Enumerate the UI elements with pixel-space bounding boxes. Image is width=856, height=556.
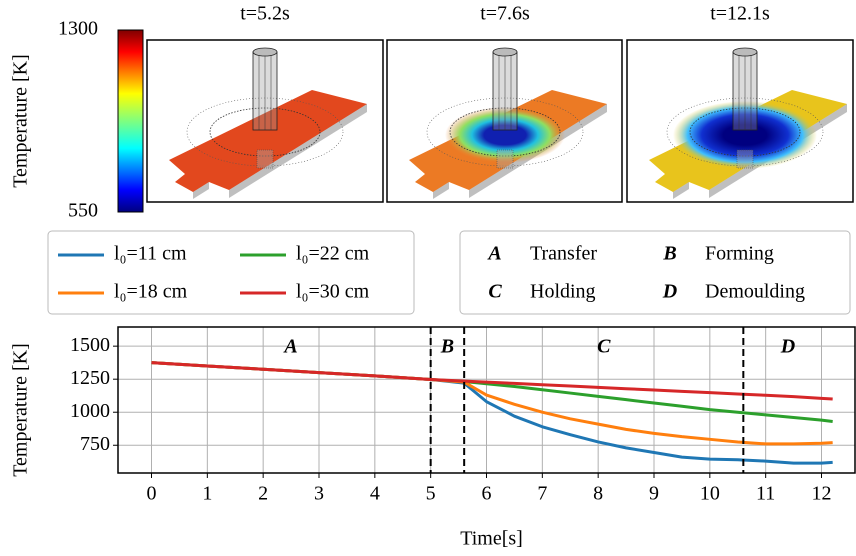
colorbar-tick-label: 1300 bbox=[58, 18, 98, 40]
legend-label: Transfer bbox=[530, 243, 597, 265]
legend-letter: B bbox=[662, 243, 676, 265]
y-tick-label: 750 bbox=[80, 433, 110, 455]
x-tick-label: 5 bbox=[426, 483, 436, 505]
x-axis-label: Time[s] bbox=[460, 528, 523, 550]
snapshot-title: t=7.6s bbox=[480, 3, 530, 25]
legend-letter: C bbox=[488, 281, 502, 303]
snapshot-title: t=5.2s bbox=[240, 3, 290, 25]
snapshot-panel: t=12.1s bbox=[627, 3, 853, 202]
x-tick-label: 0 bbox=[147, 483, 157, 505]
y-tick-label: 1250 bbox=[70, 367, 110, 389]
x-tick-label: 6 bbox=[482, 483, 492, 505]
legend-label: Demoulding bbox=[705, 281, 805, 303]
y-tick-label: 1500 bbox=[70, 334, 110, 356]
y-tick-label: 1000 bbox=[70, 400, 110, 422]
x-tick-label: 3 bbox=[314, 483, 324, 505]
legend-label: Holding bbox=[530, 281, 596, 303]
snapshot-title: t=12.1s bbox=[710, 3, 770, 25]
x-tick-label: 11 bbox=[756, 483, 775, 505]
phase-letter: D bbox=[780, 336, 795, 358]
colorbar-tick-label: 550 bbox=[68, 200, 98, 222]
x-tick-label: 12 bbox=[812, 483, 832, 505]
figure: 550 1300 Temperature [K] t=5.2s t=7.6s t… bbox=[0, 0, 856, 556]
legend-label: l₀=22 cm bbox=[296, 243, 370, 265]
legend-letter: D bbox=[662, 281, 677, 303]
legend-label: l₀=18 cm bbox=[114, 281, 188, 303]
x-tick-label: 2 bbox=[258, 483, 268, 505]
snapshot-panel: t=5.2s bbox=[147, 3, 383, 202]
snapshot-image bbox=[169, 48, 367, 199]
x-tick-label: 7 bbox=[537, 483, 547, 505]
x-tick-label: 10 bbox=[700, 483, 720, 505]
phase-letter: C bbox=[597, 336, 611, 358]
x-tick-label: 1 bbox=[202, 483, 212, 505]
x-tick-label: 8 bbox=[593, 483, 603, 505]
snapshot-panel: t=7.6s bbox=[387, 3, 622, 202]
series-line bbox=[152, 363, 833, 399]
y-axis-label: Temperature [K] bbox=[10, 343, 32, 477]
colorbar: 550 1300 Temperature [K] bbox=[10, 18, 143, 222]
legend-letter: A bbox=[486, 243, 501, 265]
phase-letter: B bbox=[440, 336, 454, 358]
legend-label: l₀=11 cm bbox=[114, 243, 187, 265]
phase-letter: A bbox=[282, 336, 297, 358]
snapshot-image bbox=[409, 48, 607, 199]
legend-label: Forming bbox=[705, 243, 774, 265]
x-tick-label: 9 bbox=[649, 483, 659, 505]
x-tick-label: 4 bbox=[370, 483, 380, 505]
colorbar-gradient bbox=[118, 30, 143, 212]
legend-label: l₀=30 cm bbox=[296, 281, 370, 303]
colorbar-label: Temperature [K] bbox=[10, 54, 32, 188]
snapshot-image bbox=[649, 48, 847, 199]
